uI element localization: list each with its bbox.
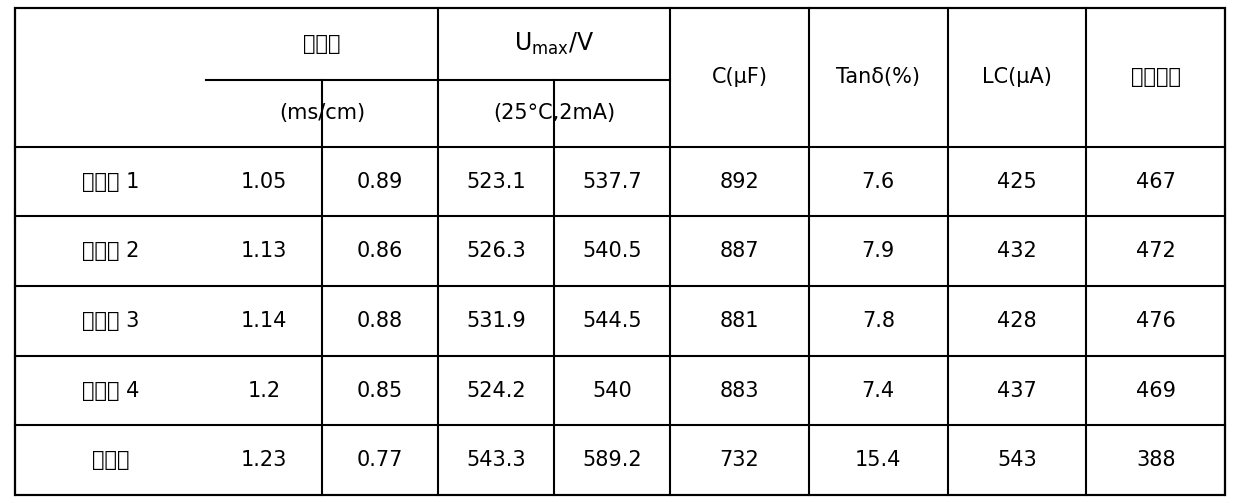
Text: 589.2: 589.2	[583, 450, 642, 470]
Text: 7.4: 7.4	[862, 381, 895, 400]
Text: 887: 887	[720, 241, 759, 261]
Text: 1.13: 1.13	[241, 241, 288, 261]
Text: 0.85: 0.85	[357, 381, 403, 400]
Text: 544.5: 544.5	[583, 311, 642, 331]
Text: 1.2: 1.2	[248, 381, 280, 400]
Text: 469: 469	[1136, 381, 1176, 400]
Text: 476: 476	[1136, 311, 1176, 331]
Text: (ms/cm): (ms/cm)	[279, 104, 365, 123]
Text: 540: 540	[593, 381, 632, 400]
Text: 543: 543	[997, 450, 1037, 470]
Text: 892: 892	[719, 172, 759, 192]
Text: 电导率: 电导率	[304, 34, 341, 54]
Text: 388: 388	[1136, 450, 1176, 470]
Text: 425: 425	[997, 172, 1037, 192]
Text: 432: 432	[997, 241, 1037, 261]
Text: 实施例 4: 实施例 4	[82, 381, 139, 400]
Text: 526.3: 526.3	[466, 241, 526, 261]
Text: 537.7: 537.7	[583, 172, 642, 192]
Text: 0.89: 0.89	[357, 172, 403, 192]
Text: 881: 881	[720, 311, 759, 331]
Text: 0.86: 0.86	[357, 241, 403, 261]
Text: 540.5: 540.5	[583, 241, 642, 261]
Text: 15.4: 15.4	[856, 450, 901, 470]
Text: $\mathrm{U_{max}/V}$: $\mathrm{U_{max}/V}$	[515, 31, 594, 57]
Text: 实施例 2: 实施例 2	[82, 241, 139, 261]
Text: 472: 472	[1136, 241, 1176, 261]
Text: 467: 467	[1136, 172, 1176, 192]
Text: 闪火电压: 闪火电压	[1131, 67, 1180, 88]
Text: 437: 437	[997, 381, 1037, 400]
Text: 实施例 1: 实施例 1	[82, 172, 139, 192]
Text: 883: 883	[720, 381, 759, 400]
Text: 1.23: 1.23	[241, 450, 288, 470]
Text: 对比例: 对比例	[92, 450, 129, 470]
Text: 523.1: 523.1	[466, 172, 526, 192]
Text: 531.9: 531.9	[466, 311, 526, 331]
Text: 7.9: 7.9	[862, 241, 895, 261]
Text: 7.6: 7.6	[862, 172, 895, 192]
Text: 1.14: 1.14	[241, 311, 288, 331]
Text: 428: 428	[997, 311, 1037, 331]
Text: (25°C,2mA): (25°C,2mA)	[494, 104, 615, 123]
Text: 0.77: 0.77	[357, 450, 403, 470]
Text: Tanδ(%): Tanδ(%)	[836, 67, 920, 88]
Text: C(μF): C(μF)	[712, 67, 768, 88]
Text: 732: 732	[719, 450, 759, 470]
Text: 524.2: 524.2	[466, 381, 526, 400]
Text: 0.88: 0.88	[357, 311, 403, 331]
Text: LC(μA): LC(μA)	[982, 67, 1052, 88]
Text: 543.3: 543.3	[466, 450, 526, 470]
Text: 1.05: 1.05	[241, 172, 288, 192]
Text: 7.8: 7.8	[862, 311, 895, 331]
Text: 实施例 3: 实施例 3	[82, 311, 139, 331]
